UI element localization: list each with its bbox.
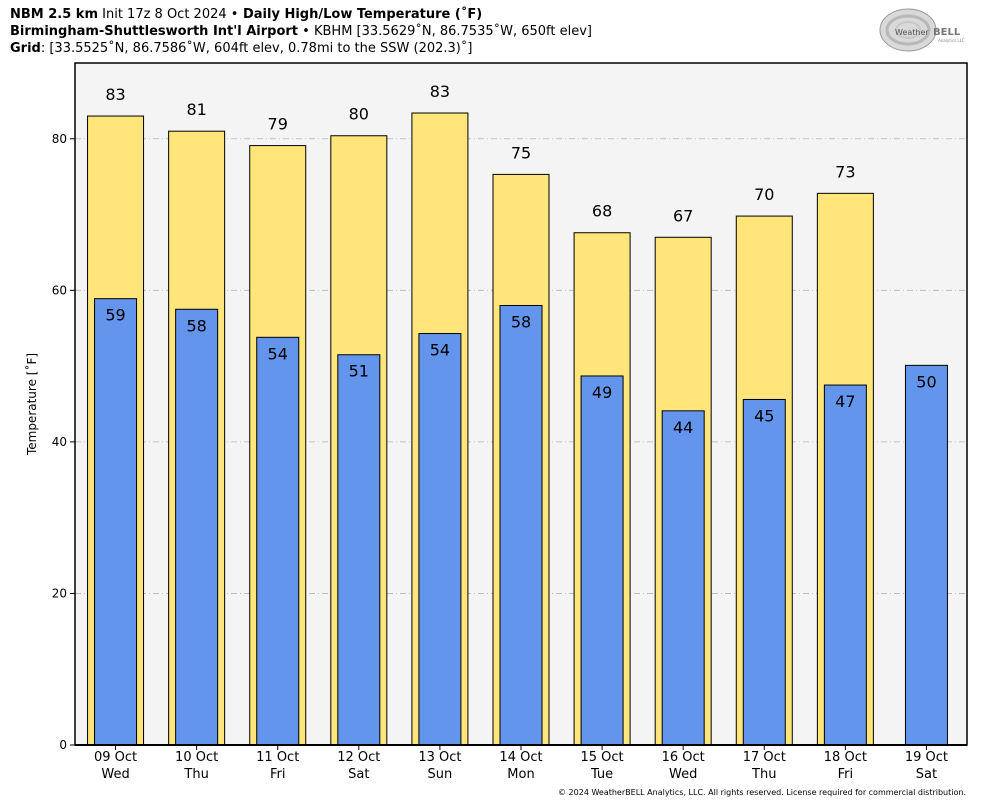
logo-text-a: Weather	[895, 28, 929, 37]
product-title: Daily High/Low Temperature (˚F)	[238, 7, 483, 22]
high-value-label: 67	[673, 206, 693, 225]
x-tick-label-date: 10 Oct	[175, 750, 218, 765]
low-bar	[337, 354, 381, 746]
high-value-label: 73	[835, 162, 855, 181]
grid-info: : [33.5525˚N, 86.7586˚W, 604ft elev, 0.7…	[40, 41, 473, 56]
header-line-3: Grid: [33.5525˚N, 86.7586˚W, 604ft elev,…	[10, 40, 592, 57]
low-value-label: 59	[105, 306, 125, 325]
low-bar	[256, 336, 300, 746]
x-tick-label-day: Thu	[751, 767, 776, 782]
x-tick-label-date: 14 Oct	[499, 750, 542, 765]
copyright-notice: © 2024 WeatherBELL Analytics, LLC. All r…	[558, 788, 966, 797]
station-name: Birmingham-Shuttlesworth Int'l Airport	[10, 24, 299, 39]
x-tick-label-day: Sun	[428, 767, 453, 782]
low-bar	[904, 364, 948, 746]
x-tick-label-date: 15 Oct	[581, 750, 624, 765]
model-name: NBM 2.5 km	[10, 7, 98, 22]
low-bar	[823, 384, 867, 746]
y-axis-label: Temperature [˚F]	[24, 353, 39, 456]
logo-subtext: Analytics LLC	[938, 38, 965, 43]
separator: •	[230, 7, 239, 22]
x-tick-label-date: 17 Oct	[743, 750, 786, 765]
x-tick-label-day: Wed	[669, 767, 697, 782]
y-tick-label: 40	[52, 435, 67, 449]
high-value-label: 79	[268, 115, 288, 134]
high-value-label: 75	[511, 143, 531, 162]
x-tick-label-day: Wed	[101, 767, 129, 782]
high-value-label: 80	[349, 105, 369, 124]
low-bar	[94, 298, 138, 746]
high-value-label: 83	[105, 85, 125, 104]
x-tick-label-date: 12 Oct	[337, 750, 380, 765]
low-value-label: 54	[268, 344, 288, 363]
low-bar	[742, 398, 786, 746]
x-tick-label-date: 19 Oct	[905, 750, 948, 765]
low-value-label: 58	[511, 312, 531, 331]
x-tick-label-day: Fri	[838, 767, 854, 782]
station-info: KBHM [33.5629˚N, 86.7535˚W, 650ft elev]	[313, 24, 592, 39]
low-bar	[499, 304, 543, 746]
weatherbell-logo: Weather BELL Analytics LLC	[879, 8, 965, 52]
low-value-label: 45	[754, 406, 774, 425]
high-value-label: 70	[754, 185, 774, 204]
y-tick-label: 80	[52, 132, 67, 146]
low-value-label: 44	[673, 418, 693, 437]
low-bar	[661, 410, 705, 746]
logo-text-b: BELL	[933, 27, 961, 38]
low-value-label: 49	[592, 383, 612, 402]
header-line-1: NBM 2.5 km Init 17z 8 Oct 2024 • Daily H…	[10, 6, 592, 23]
low-bar	[580, 375, 624, 746]
high-value-label: 68	[592, 202, 612, 221]
high-value-label: 83	[430, 82, 450, 101]
x-tick-label-day: Fri	[270, 767, 286, 782]
low-value-label: 50	[916, 372, 936, 391]
separator: •	[298, 24, 314, 39]
y-tick-label: 0	[59, 738, 67, 752]
chart-header: NBM 2.5 km Init 17z 8 Oct 2024 • Daily H…	[10, 6, 592, 57]
y-tick-label: 60	[52, 283, 67, 297]
x-tick-label-day: Sat	[916, 767, 937, 782]
low-value-label: 47	[835, 392, 855, 411]
init-time: Init 17z 8 Oct 2024	[98, 7, 231, 22]
low-value-label: 51	[349, 362, 369, 381]
low-value-label: 58	[186, 316, 206, 335]
x-tick-label-day: Mon	[507, 767, 534, 782]
y-tick-label: 20	[52, 586, 67, 600]
grid-label: Grid	[10, 41, 41, 56]
low-bar	[175, 308, 219, 746]
x-tick-label-day: Tue	[590, 767, 613, 782]
low-value-label: 54	[430, 341, 450, 360]
x-tick-label-date: 16 Oct	[662, 750, 705, 765]
header-line-2: Birmingham-Shuttlesworth Int'l Airport •…	[10, 23, 592, 40]
x-tick-label-date: 13 Oct	[418, 750, 461, 765]
x-tick-label-date: 09 Oct	[94, 750, 137, 765]
low-bar	[418, 333, 462, 746]
x-tick-label-date: 18 Oct	[824, 750, 867, 765]
x-tick-label-day: Thu	[183, 767, 208, 782]
high-value-label: 81	[186, 100, 206, 119]
x-tick-label-day: Sat	[348, 767, 369, 782]
x-tick-label-date: 11 Oct	[256, 750, 299, 765]
